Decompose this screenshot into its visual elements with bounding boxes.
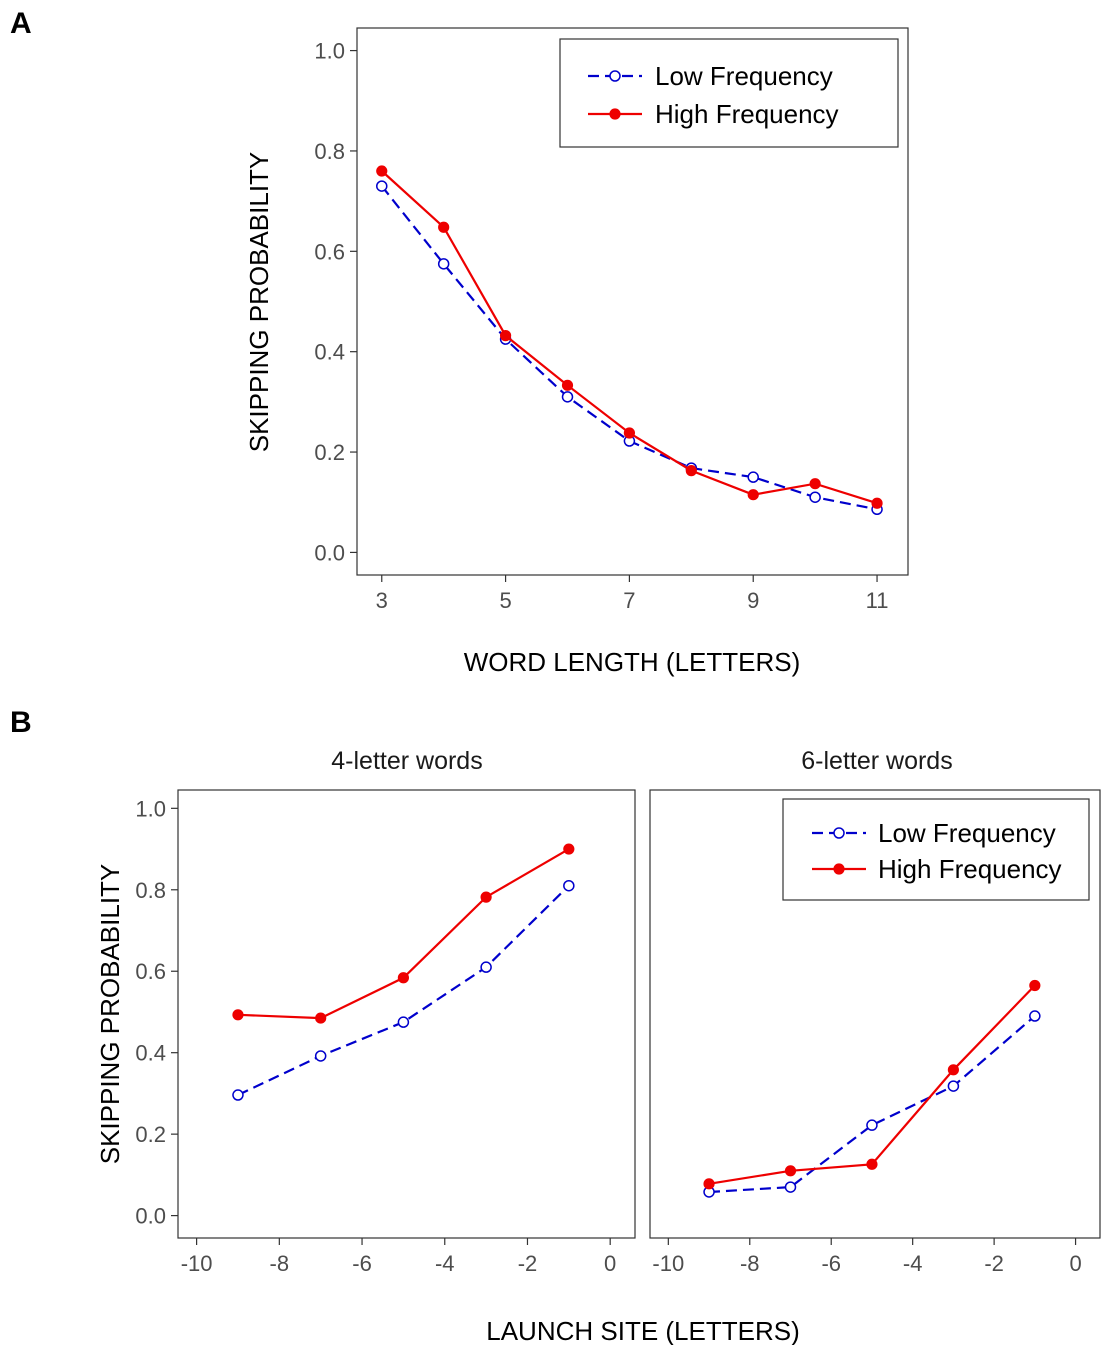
panel-b-4-letter-x-tick-label: -4 <box>435 1251 455 1276</box>
panel-b-6-letter-high-frequency-line <box>708 984 1036 1185</box>
panel-a-y-tick-label: 0.0 <box>314 540 345 565</box>
panel-b-4-letter-high-frequency-point <box>315 1012 327 1024</box>
panel-b-4-letter-plot-frame <box>177 789 636 1239</box>
panel-b-6-letter-x-tick-label: -2 <box>984 1251 1004 1276</box>
panel-b-4-letter-y-tick-label: 0.4 <box>135 1041 166 1066</box>
panel-b-4-letter-y-tick-label: 0.0 <box>135 1204 166 1229</box>
panel-a-legend: Low Frequency High Frequency <box>559 38 899 148</box>
panel-a-x-tick-label: 3 <box>376 588 388 613</box>
panel-b-6-letter-low-frequency-point <box>947 1080 960 1092</box>
panel-a-high-frequency-point <box>871 497 883 509</box>
panel-b-4-letter-chart: 4-letter words 0.0 0.2 0.4 0.6 0.8 1.0 -10 -8 -… <box>95 747 636 1276</box>
panel-b-4-letter-low-frequency-point <box>480 961 492 973</box>
panel-b-6-letter-high-frequency-point <box>784 1165 797 1177</box>
panel-b-6-letter-low-frequency-point <box>1029 1010 1041 1022</box>
panel-b-4-letter-x-tick-label: -6 <box>352 1251 372 1276</box>
panel-a-x-tick-label: 9 <box>747 588 759 613</box>
panel-b-4-letter-high-frequency-point <box>397 972 409 984</box>
panel-b-4-letter-x-tick-label: -10 <box>181 1251 213 1276</box>
panel-a-x-tick-label: 11 <box>866 588 889 613</box>
panel-b-y-axis-title: SKIPPING PROBABILITY <box>95 864 125 1165</box>
panel-b-6-letter-high-frequency-point <box>947 1064 959 1076</box>
panel-b-6-letter-x-tick-label: -10 <box>652 1251 684 1276</box>
panel-a-high-frequency-point <box>561 379 574 391</box>
panel-b-4-letter-low-frequency-line <box>237 884 570 1096</box>
panel-b-4-letter-low-frequency-point <box>232 1089 244 1101</box>
panel-b-4-letter-y-tick-label: 0.2 <box>135 1122 166 1147</box>
legend-b-low-label: Low Frequency <box>878 818 1056 848</box>
legend-b-high-marker <box>833 863 845 875</box>
panel-label-b: B <box>10 706 32 739</box>
panel-a-high-frequency-point <box>376 165 388 177</box>
panel-a-high-frequency-point <box>623 427 636 439</box>
panel-b-6-letter-high-frequency-point <box>866 1158 878 1170</box>
panel-a-y-axis-title: SKIPPING PROBABILITY <box>244 152 274 453</box>
facet-title-4-letter: 4-letter words <box>331 747 482 775</box>
panel-b-4-letter-y-tick-label: 0.8 <box>135 878 166 903</box>
panel-a-low-frequency-point <box>747 471 759 483</box>
panel-b-6-letter-x-tick-label: 0 <box>1069 1251 1081 1276</box>
panel-b-6-letter-x-tick-label: -4 <box>903 1251 923 1276</box>
panel-a-y-tick-label: 0.4 <box>314 340 345 365</box>
panel-a-low-frequency-point <box>376 180 388 192</box>
panel-b-4-letter-low-frequency-point <box>397 1016 410 1028</box>
panel-a-y-tick-label: 0.2 <box>314 440 345 465</box>
panel-b-4-letter-y-tick-label: 0.6 <box>135 959 166 984</box>
panel-b-4-letter-x-tick-label: -8 <box>270 1251 290 1276</box>
panel-b-4-letter-high-frequency-point <box>563 843 575 855</box>
panel-a-low-frequency-point <box>809 491 821 503</box>
legend-a-low-label: Low Frequency <box>655 61 833 91</box>
panel-b-4-letter-low-frequency-point <box>563 879 575 892</box>
panel-a-high-frequency-point <box>685 465 697 477</box>
panel-b-4-letter-x-tick-label: -2 <box>518 1251 538 1276</box>
panel-b-4-letter-high-frequency-point <box>480 891 492 903</box>
panel-a-y-tick-label: 1.0 <box>314 39 345 64</box>
panel-a-legend-box <box>559 38 899 148</box>
panel-a-high-frequency-line <box>381 170 878 505</box>
panel-b-6-letter-low-frequency-line <box>708 1015 1036 1194</box>
panel-a-low-frequency-point <box>437 258 450 270</box>
legend-a-low-marker <box>609 70 621 82</box>
panel-b-6-letter-chart: 6-letter words -10 -8 -6 -4 -2 0 Low Frequenc… <box>649 747 1101 1276</box>
panel-b-4-letter-high-frequency-point <box>232 1009 244 1021</box>
panel-b-6-letter-low-frequency-point <box>866 1119 878 1131</box>
panel-b-6-letter-x-tick-label: -6 <box>821 1251 841 1276</box>
panel-b-legend-box <box>782 798 1090 901</box>
panel-a-chart: 0.0 0.2 0.4 0.6 0.8 1.0 3 5 7 9 11 SKIPPING PROBA… <box>244 27 909 677</box>
panel-a-high-frequency-point <box>809 478 821 490</box>
panel-b-4-letter-low-frequency-point <box>314 1050 327 1062</box>
panel-b-6-letter-low-frequency-point <box>784 1181 797 1193</box>
panel-a-x-tick-label: 5 <box>499 588 511 613</box>
panel-label-a: A <box>10 7 32 40</box>
legend-a-high-marker <box>609 108 621 120</box>
panel-b-4-letter-y-tick-label: 1.0 <box>135 796 166 821</box>
legend-b-low-marker <box>833 827 845 839</box>
panel-b-6-letter-plot-frame <box>649 789 1101 1239</box>
panel-b-x-axis-title: LAUNCH SITE (LETTERS) <box>486 1316 800 1345</box>
panel-b-4-letter-x-tick-label: 0 <box>604 1251 616 1276</box>
panel-a-y-tick-label: 0.6 <box>314 239 345 264</box>
panel-b-6-letter-x-tick-label: -8 <box>740 1251 760 1276</box>
panel-a-high-frequency-point <box>438 221 450 233</box>
panel-b-6-letter-high-frequency-point <box>1029 979 1041 992</box>
panel-a-plot-frame <box>356 27 909 576</box>
panel-a-low-frequency-line <box>380 185 878 511</box>
panel-b-6-letter-high-frequency-point <box>703 1178 715 1190</box>
panel-a-y-tick-label: 0.8 <box>314 139 345 164</box>
panel-b-legend: Low Frequency High Frequency <box>782 798 1090 901</box>
panel-a-high-frequency-point <box>747 489 759 501</box>
legend-a-high-label: High Frequency <box>655 99 839 129</box>
panel-a-low-frequency-point <box>561 391 574 403</box>
panel-a-high-frequency-point <box>499 330 512 342</box>
facet-title-6-letter: 6-letter words <box>801 747 952 775</box>
panel-a-x-tick-label: 7 <box>623 588 635 613</box>
legend-b-high-label: High Frequency <box>878 854 1062 884</box>
panel-a-x-axis-title: WORD LENGTH (LETTERS) <box>464 647 801 677</box>
